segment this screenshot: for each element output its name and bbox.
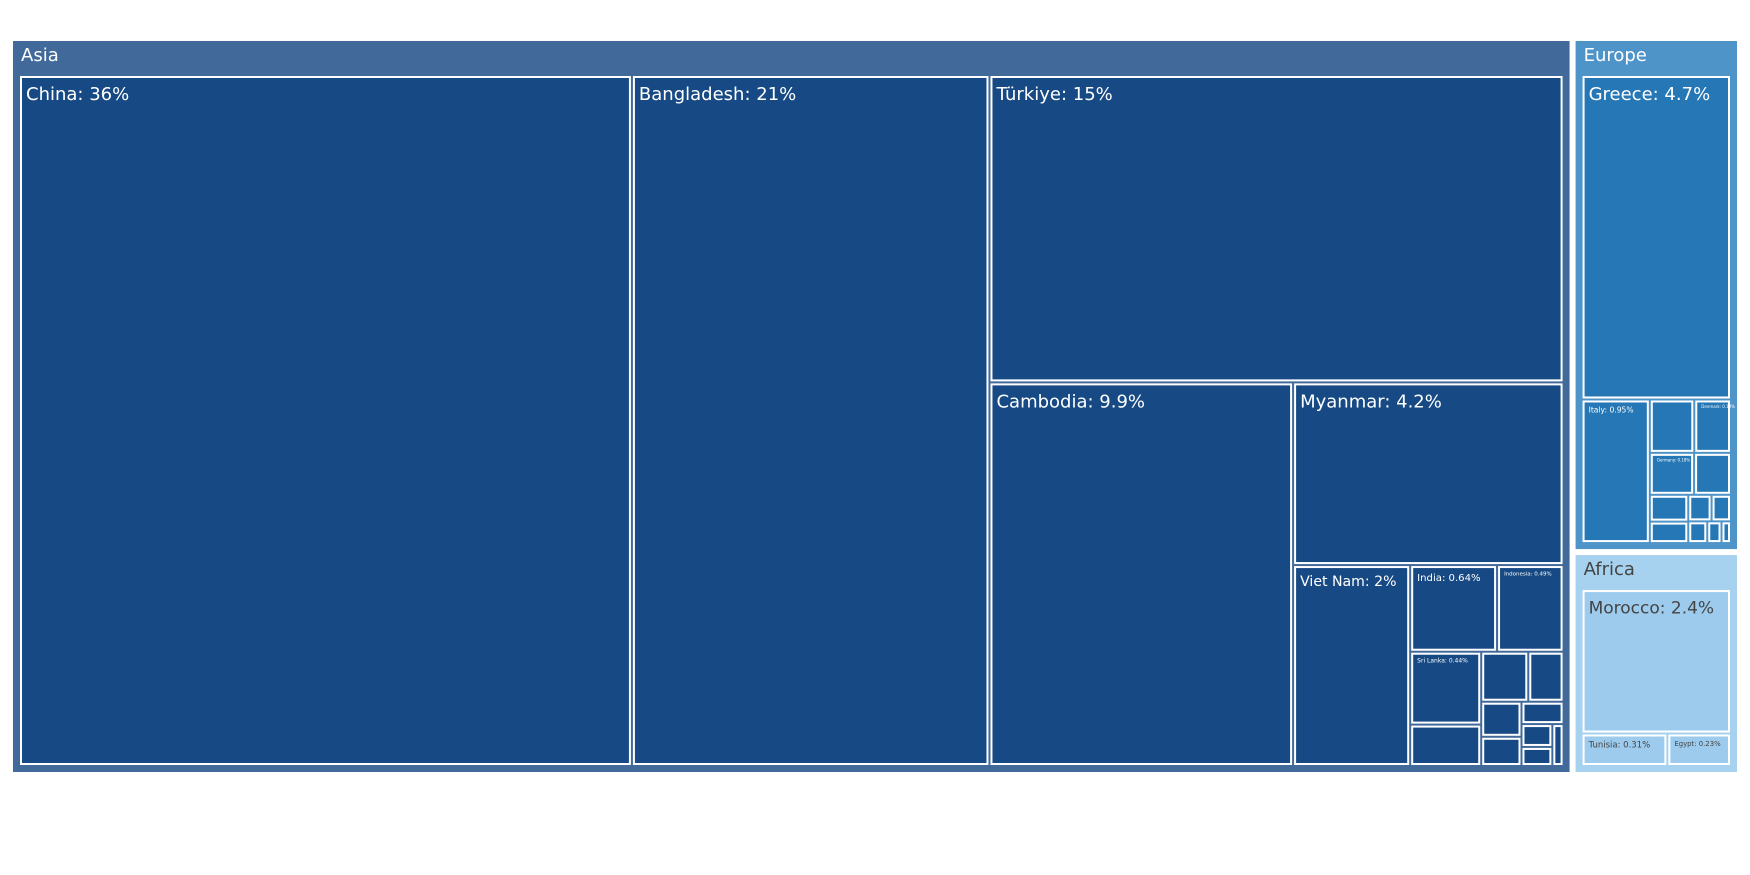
tile [1695,400,1730,452]
tile [1650,453,1694,494]
tile [1582,400,1649,543]
tile-label: Denmark: 0.19% [1701,404,1735,409]
tile [1553,725,1563,765]
tile [1668,734,1730,765]
tile-label: Viet Nam: 2% [1300,574,1396,590]
tile [1689,522,1707,543]
tile [1411,566,1497,651]
tile [1650,400,1694,452]
tile [1294,383,1563,565]
tile [20,76,631,765]
region-label: Asia [21,45,59,66]
tile [632,76,989,765]
tile-label: Egypt: 0.23% [1674,740,1721,748]
tile-label: Morocco: 2.4% [1589,598,1715,618]
tile-label: Italy: 0.95% [1589,405,1634,414]
tile-label: China: 36% [26,84,129,105]
tile [1529,652,1563,701]
tile [1498,566,1563,651]
tile [1708,522,1721,543]
tile [1695,453,1730,494]
tile-label: Bangladesh: 21% [639,84,796,105]
tile [1712,495,1731,521]
tile-label: Cambodia: 9.9% [996,392,1145,413]
tile-label: Sri Lanka: 0.44% [1417,658,1468,665]
tile [990,76,1563,382]
tile [1482,702,1521,736]
tile [1482,652,1528,701]
region-label: Africa [1584,559,1635,580]
tile [1411,725,1481,766]
tile [1522,725,1552,746]
tile [1522,747,1552,765]
tile [1482,737,1521,766]
tile [1411,652,1481,724]
tile [1689,495,1711,521]
tile [1582,590,1731,733]
tile-label: Tunisia: 0.31% [1588,741,1651,751]
tile [1650,522,1688,543]
tile-label: Indonesia: 0.49% [1504,572,1552,578]
region-label: Europe [1584,45,1647,66]
tile [1294,566,1410,765]
tile [1722,522,1731,543]
tile-label: Myanmar: 4.2% [1300,392,1442,413]
tile [1522,702,1563,724]
tile [1582,76,1731,399]
tile [1582,734,1667,765]
tile-label: Greece: 4.7% [1589,84,1711,105]
tile [990,383,1293,765]
tile-label: India: 0.64% [1417,573,1481,584]
tile-label: Türkiye: 15% [995,84,1112,105]
tile-label: Germany: 0.18% [1657,457,1691,462]
tile [1650,495,1688,521]
